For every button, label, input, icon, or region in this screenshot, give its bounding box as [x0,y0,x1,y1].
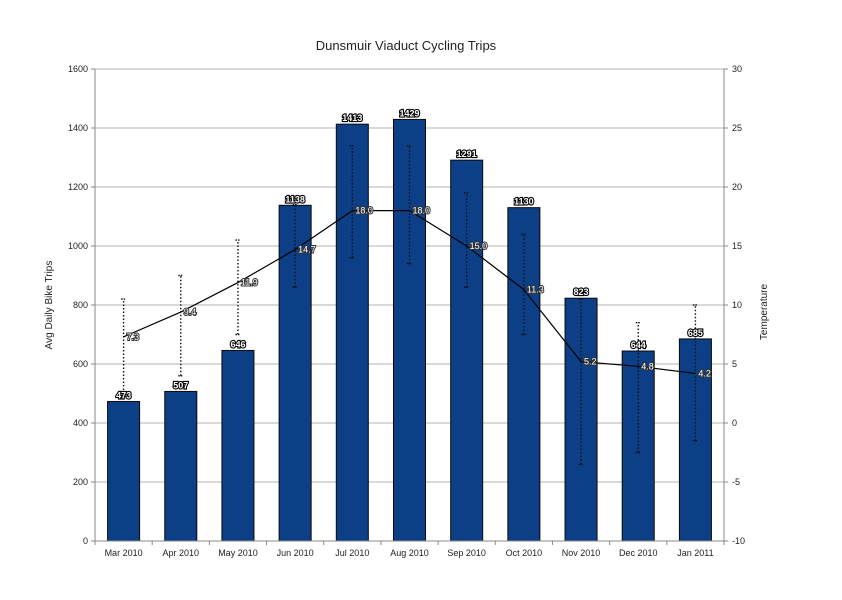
temperature-value-label: 4.8 [641,361,654,371]
bar [564,297,598,542]
bar-value-label: 1138 [285,194,305,204]
x-tick-label: Oct 2010 [506,548,543,558]
temperature-value-label: 18.0 [355,206,373,216]
temperature-value-label: 18.0 [413,206,431,216]
y2-tick-label: 5 [732,359,737,369]
bar [621,350,655,542]
y-tick-label: 1200 [68,182,88,192]
bar [107,400,141,542]
temperature-value-label: 14.7 [298,245,316,255]
temperature-value-label: 15.0 [470,241,488,251]
temperature-value-label: 9.4 [184,307,197,317]
bar [164,390,198,542]
x-tick-label: May 2010 [218,548,258,558]
x-tick-label: Jul 2010 [335,548,369,558]
y2-tick-label: -10 [732,536,745,546]
bar-value-label: 823 [574,287,589,297]
y-tick-label: 600 [73,359,88,369]
y2-tick-label: -5 [732,477,740,487]
y-tick-label: 1600 [68,64,88,74]
bar-value-label: 685 [688,328,703,338]
temperature-value-label: 11.9 [241,278,258,288]
x-tick-label: Apr 2010 [163,548,200,558]
x-tick-label: Sep 2010 [447,548,486,558]
y-tick-label: 800 [73,300,88,310]
bar-value-label: 1130 [514,197,534,207]
x-tick-label: Dec 2010 [619,548,658,558]
bar-value-label: 646 [230,339,245,349]
x-tick-label: Nov 2010 [562,548,601,558]
y2-tick-label: 25 [732,123,742,133]
y-tick-label: 200 [73,477,88,487]
x-tick-label: Aug 2010 [390,548,429,558]
chart-title: Dunsmuir Viaduct Cycling Trips [316,38,497,53]
bar-value-label: 1291 [457,149,477,159]
bar-value-label: 644 [631,340,646,350]
temperature-value-label: 11.3 [527,285,544,295]
y2-tick-label: 10 [732,300,742,310]
y2-tick-label: 30 [732,64,742,74]
labels-layer: 473 507 646 1138 1413 1429 1291 1130 823 644 685 7.… [115,107,712,401]
y2-tick-label: 20 [732,182,742,192]
y-tick-label: 400 [73,418,88,428]
y-axis-title: Avg Daily Bike Trips [44,261,55,350]
x-tick-label: Mar 2010 [105,548,143,558]
bar [507,207,541,542]
temperature-line-layer [123,210,696,375]
temperature-value-label: 4.2 [698,368,711,378]
bar-value-label: 507 [173,380,188,390]
y2-tick-label: 0 [732,418,737,428]
y2-axis-title: Temperature [759,283,770,340]
temperature-value-label: 7.3 [127,332,140,342]
axes-layer: 0 200 400 600 800 1000 1200 1400 1600 -10 -5 0 5 10 15… [68,64,745,558]
bar [221,349,255,542]
bars-layer [107,118,712,542]
bar-value-label: 473 [116,390,131,400]
y-tick-label: 0 [83,536,88,546]
y2-tick-label: 15 [732,241,742,251]
bar-value-label: 1413 [342,113,362,123]
y-tick-label: 1000 [68,241,88,251]
y-tick-label: 1400 [68,123,88,133]
x-tick-label: Jan 2011 [677,548,713,558]
temperature-value-label: 5.2 [584,357,597,367]
bar-value-label: 1429 [399,108,419,118]
x-tick-label: Jun 2010 [277,548,314,558]
temperature-line [123,210,696,375]
